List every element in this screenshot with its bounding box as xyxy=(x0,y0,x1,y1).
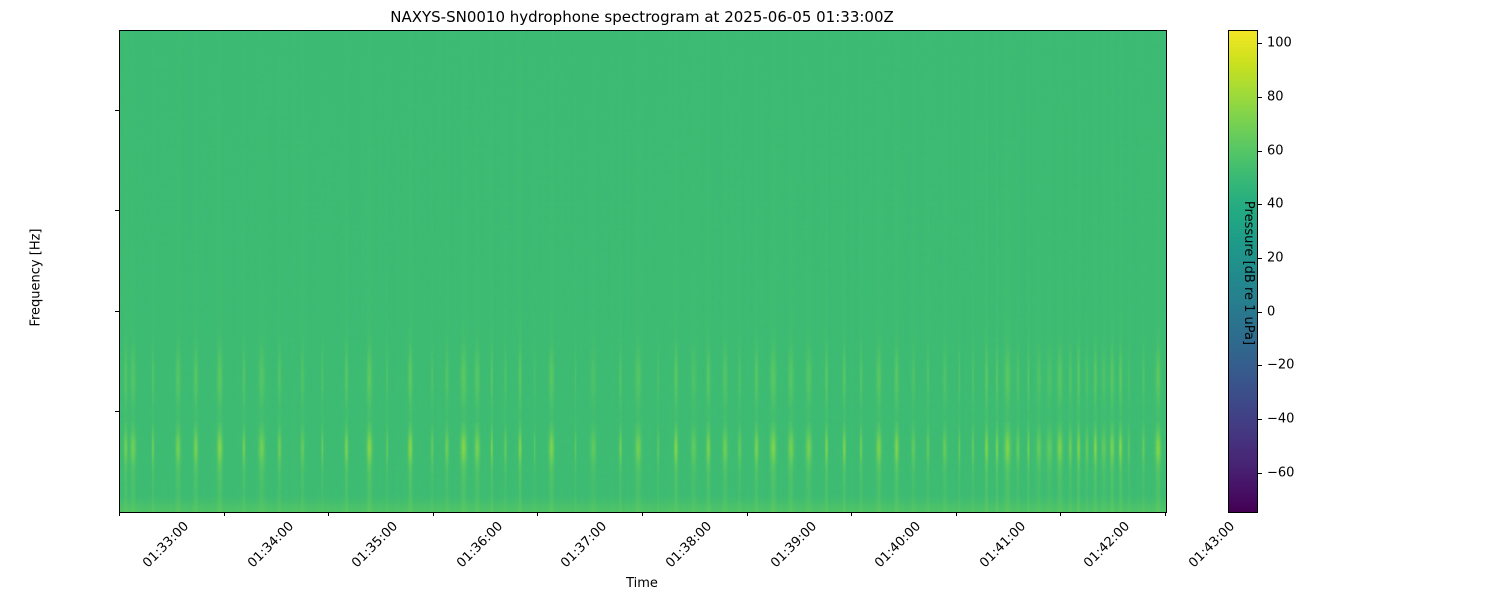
x-tick-label: 01:34:00 xyxy=(244,519,297,571)
colorbar-tick-label: −40 xyxy=(1267,411,1295,427)
x-tick-label: 01:43:00 xyxy=(1186,519,1238,571)
x-tick-mark xyxy=(432,512,434,516)
colorbar-tick-mark xyxy=(1258,258,1262,260)
x-tick-mark xyxy=(746,512,748,516)
x-tick-mark xyxy=(537,512,539,516)
x-tick-label: 01:41:00 xyxy=(976,519,1029,571)
x-axis-label: Time xyxy=(626,576,658,591)
colorbar-tick-label: 0 xyxy=(1267,304,1276,320)
colorbar-tick-mark xyxy=(1258,472,1262,474)
colorbar-tick-mark xyxy=(1258,365,1262,367)
colorbar-tick-label: −20 xyxy=(1267,357,1295,373)
x-tick-mark xyxy=(955,512,957,516)
page-title: NAXYS-SN0010 hydrophone spectrogram at 2… xyxy=(390,8,894,26)
colorbar-tick-mark xyxy=(1258,419,1262,421)
colorbar-tick-mark xyxy=(1258,311,1262,313)
x-tick-label: 01:40:00 xyxy=(872,519,925,571)
colorbar-tick-mark xyxy=(1258,43,1262,45)
x-tick-label: 01:36:00 xyxy=(453,519,506,571)
x-tick-mark xyxy=(119,512,120,516)
x-tick-label: 01:38:00 xyxy=(663,519,715,571)
x-tick-mark xyxy=(328,512,330,516)
x-tick-mark xyxy=(851,512,853,516)
x-tick-label: 01:39:00 xyxy=(767,519,820,571)
colorbar-tick-label: 60 xyxy=(1267,143,1284,159)
y-tick-mark xyxy=(115,410,119,412)
colorbar-tick-mark xyxy=(1258,150,1262,152)
x-tick-mark xyxy=(223,512,225,516)
spectrogram-plot-area[interactable] xyxy=(119,30,1167,513)
x-tick-mark xyxy=(642,512,643,516)
y-tick-mark xyxy=(115,210,119,212)
x-tick-mark xyxy=(1060,512,1062,516)
colorbar-tick-label: 40 xyxy=(1267,196,1284,212)
x-tick-label: 01:33:00 xyxy=(140,519,192,571)
colorbar-tick-mark xyxy=(1258,97,1262,99)
spectrogram-image xyxy=(120,31,1166,512)
y-axis-label: Frequency [Hz] xyxy=(28,228,44,327)
colorbar-tick-mark xyxy=(1258,204,1262,206)
y-axis-ticks: 10000200003000040000 xyxy=(0,0,119,600)
colorbar[interactable] xyxy=(1228,30,1258,513)
colorbar-tick-label: 20 xyxy=(1267,250,1284,266)
x-tick-label: 01:42:00 xyxy=(1081,519,1134,571)
colorbar-tick-label: 80 xyxy=(1267,89,1284,105)
colorbar-tick-label: 100 xyxy=(1267,35,1292,51)
x-tick-label: 01:37:00 xyxy=(558,519,611,571)
y-tick-mark xyxy=(115,110,119,112)
y-tick-mark xyxy=(115,310,119,312)
colorbar-tick-label: −60 xyxy=(1267,465,1295,481)
x-tick-mark xyxy=(1165,512,1166,516)
x-tick-label: 01:35:00 xyxy=(349,519,402,571)
colorbar-label: Pressure [dB re 1 uPa] xyxy=(1241,200,1256,346)
colorbar-gradient xyxy=(1228,30,1258,513)
